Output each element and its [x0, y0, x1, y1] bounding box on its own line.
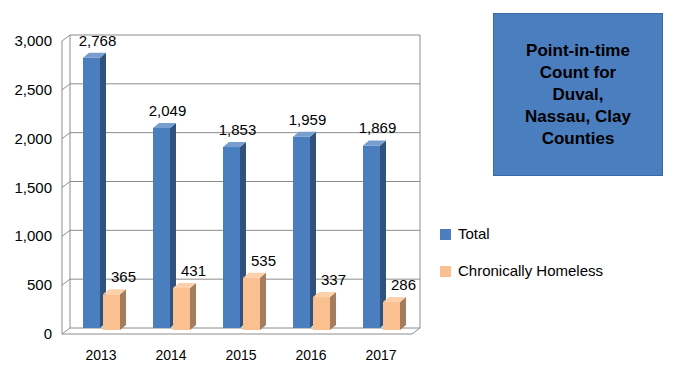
bar-top	[363, 140, 386, 145]
grid-line	[62, 84, 420, 90]
x-tick-label: 2013	[85, 347, 116, 363]
bar-front	[313, 297, 330, 330]
bar-top	[313, 292, 336, 297]
data-label: 1,869	[359, 119, 397, 136]
bar-top	[383, 297, 406, 302]
bar-top	[223, 142, 246, 147]
bar	[383, 297, 406, 330]
data-label: 1,959	[289, 111, 327, 128]
bar-side	[120, 289, 126, 330]
bar-top	[243, 273, 266, 278]
bar	[293, 132, 316, 328]
legend: Total Chronically Homeless	[440, 225, 603, 279]
y-tick-label: 0	[44, 325, 52, 342]
x-tick-label: 2017	[365, 347, 396, 363]
bar	[223, 142, 246, 328]
bar-top	[293, 132, 316, 137]
bar-front	[223, 147, 240, 328]
bar-front	[153, 128, 170, 328]
data-label: 1,853	[219, 121, 257, 138]
legend-swatch	[440, 266, 451, 277]
bar-front	[103, 294, 120, 330]
x-tick-label: 2014	[155, 347, 186, 363]
bar	[83, 53, 106, 328]
bar	[103, 289, 126, 330]
legend-label: Chronically Homeless	[458, 262, 603, 279]
y-tick-label: 3,000	[14, 32, 52, 49]
title-box: Point-in-time Count for Duval, Nassau, C…	[493, 13, 663, 176]
data-label: 535	[251, 252, 276, 269]
bar-side	[260, 273, 266, 330]
bar-front	[383, 302, 400, 330]
data-label: 2,768	[79, 32, 117, 49]
bar	[313, 292, 336, 330]
bar-front	[243, 278, 260, 330]
y-tick-label: 1,000	[14, 227, 52, 244]
bar-side	[190, 283, 196, 330]
bar-top	[173, 283, 196, 288]
y-tick-label: 1,500	[14, 179, 52, 196]
y-axis	[62, 41, 63, 334]
data-label: 431	[181, 262, 206, 279]
x-tick-label: 2015	[225, 347, 256, 363]
y-tick-label: 2,000	[14, 130, 52, 147]
title: Point-in-time Count for Duval, Nassau, C…	[518, 40, 638, 150]
bar-side	[330, 292, 336, 330]
x-axis	[62, 334, 412, 335]
bar-top	[153, 123, 176, 128]
data-label: 2,049	[149, 102, 187, 119]
legend-swatch	[440, 229, 451, 240]
legend-label: Total	[458, 225, 490, 242]
bar-top	[83, 53, 106, 58]
back-wall-edge	[70, 35, 71, 328]
bar-side	[100, 53, 106, 328]
bars	[83, 53, 406, 330]
data-label: 286	[391, 276, 416, 293]
bar	[153, 123, 176, 328]
floor-edge	[412, 328, 420, 334]
bar	[243, 273, 266, 330]
bar-front	[173, 288, 190, 330]
bar-side	[400, 297, 406, 330]
bar-front	[293, 137, 310, 328]
bar-top	[103, 289, 126, 294]
y-tick-label: 2,500	[14, 81, 52, 98]
data-label: 365	[111, 268, 136, 285]
data-labels: 2,768 2,049 1,853 1,959 1,869 365 431 535 337 286	[79, 32, 416, 293]
bar-front	[363, 145, 380, 328]
x-tick-label: 2016	[295, 347, 326, 363]
chart: 0 500 1,000 1,500 2,000 2,500 3,000 2013 2014 201…	[0, 0, 680, 384]
back-wall-edge	[420, 35, 421, 328]
data-label: 337	[321, 271, 346, 288]
y-tick-label: 500	[27, 276, 52, 293]
bar-front	[83, 58, 100, 328]
bar	[363, 140, 386, 328]
bar	[173, 283, 196, 330]
bar-side	[380, 140, 386, 328]
